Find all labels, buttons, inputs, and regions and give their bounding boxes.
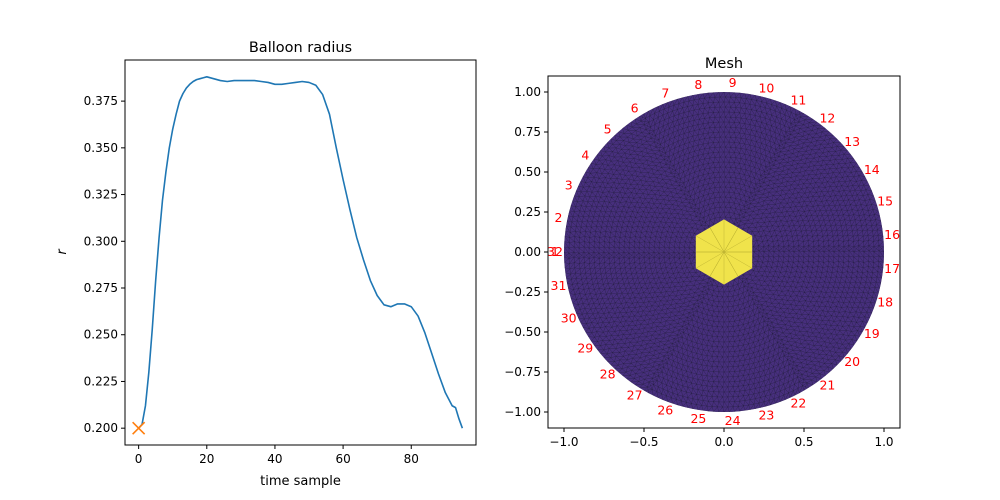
electrode-label-3: 3	[565, 177, 573, 192]
electrode-label-25: 25	[690, 411, 706, 426]
mesh-ytick-label: −1.00	[504, 405, 541, 419]
radius-chart-xlabel: time sample	[260, 474, 341, 489]
mesh-ytick-label: −0.75	[504, 365, 541, 379]
mesh-ytick-label: 0.00	[514, 245, 541, 259]
electrode-label-32: 32	[547, 244, 563, 259]
radius-ytick-label: 0.325	[84, 188, 118, 202]
mesh-ytick-label: 0.25	[514, 205, 541, 219]
mesh-ytick-label: 0.75	[514, 125, 541, 139]
electrode-label-8: 8	[694, 77, 702, 92]
radius-ytick-label: 0.225	[84, 374, 118, 388]
electrode-label-23: 23	[758, 408, 774, 423]
electrode-label-30: 30	[561, 311, 577, 326]
electrode-label-11: 11	[790, 92, 806, 107]
electrode-label-5: 5	[604, 122, 612, 137]
mesh-chart-frame	[547, 75, 901, 429]
radius-ytick-label: 0.350	[84, 141, 118, 155]
radius-series-line-0	[138, 76, 464, 429]
electrode-label-15: 15	[877, 193, 893, 208]
radius-xtick-label: 40	[267, 452, 282, 466]
radius-chart-ylabel: r	[55, 248, 70, 255]
radius-ytick-label: 0.375	[84, 94, 118, 108]
electrode-label-10: 10	[758, 80, 774, 95]
mesh-xtick-label: 0.5	[794, 435, 813, 449]
radius-xtick-label: 80	[404, 452, 419, 466]
electrode-label-17: 17	[884, 261, 900, 276]
radius-xtick-label: 20	[199, 452, 214, 466]
radius-ytick-label: 0.275	[84, 281, 118, 295]
start-marker-0	[132, 421, 146, 435]
mesh-ytick-label: −0.50	[504, 325, 541, 339]
electrode-label-6: 6	[631, 101, 639, 116]
electrode-label-2: 2	[555, 210, 563, 225]
electrode-label-12: 12	[819, 110, 835, 125]
electrode-label-27: 27	[627, 387, 643, 402]
radius-chart-frame	[124, 59, 477, 446]
radius-chart: Balloon radius 0 20 40 60 80 0.200 0.225 0.250…	[55, 40, 477, 489]
radius-xtick-label: 0	[135, 452, 143, 466]
mesh-xtick-label: 0.0	[714, 435, 733, 449]
electrode-label-7: 7	[661, 86, 669, 101]
radius-ytick-label: 0.200	[84, 421, 118, 435]
electrode-label-24: 24	[725, 413, 741, 428]
radius-xtick-label: 60	[335, 452, 350, 466]
electrode-label-13: 13	[844, 134, 860, 149]
electrode-label-16: 16	[884, 227, 900, 242]
electrode-label-4: 4	[581, 148, 589, 163]
mesh-ytick-label: −0.25	[504, 285, 541, 299]
electrode-label-1: 1	[551, 244, 559, 259]
radius-chart-title: Balloon radius	[249, 40, 352, 56]
electrode-label-29: 29	[577, 341, 593, 356]
electrode-label-22: 22	[790, 396, 806, 411]
electrode-label-18: 18	[877, 295, 893, 310]
inclusion-edges	[696, 220, 752, 284]
electrode-label-21: 21	[819, 378, 835, 393]
mesh-ytick-label: 1.00	[514, 85, 541, 99]
electrode-label-14: 14	[864, 162, 880, 177]
radius-chart-plot-area	[125, 60, 476, 445]
electrode-label-9: 9	[729, 75, 737, 90]
mesh-xtick-label: 1.0	[874, 435, 893, 449]
mesh-xtick-label: −0.5	[629, 435, 658, 449]
electrode-label-26: 26	[657, 403, 673, 418]
mesh-xtick-label: −1.0	[549, 435, 578, 449]
radius-ytick-label: 0.250	[84, 328, 118, 342]
mesh-chart-title: Mesh	[705, 56, 743, 72]
electrode-label-20: 20	[844, 354, 860, 369]
electrode-label-19: 19	[864, 326, 880, 341]
mesh-ytick-label: 0.50	[514, 165, 541, 179]
electrode-label-28: 28	[600, 367, 616, 382]
electrode-label-31: 31	[551, 278, 567, 293]
radius-ytick-label: 0.300	[84, 234, 118, 248]
